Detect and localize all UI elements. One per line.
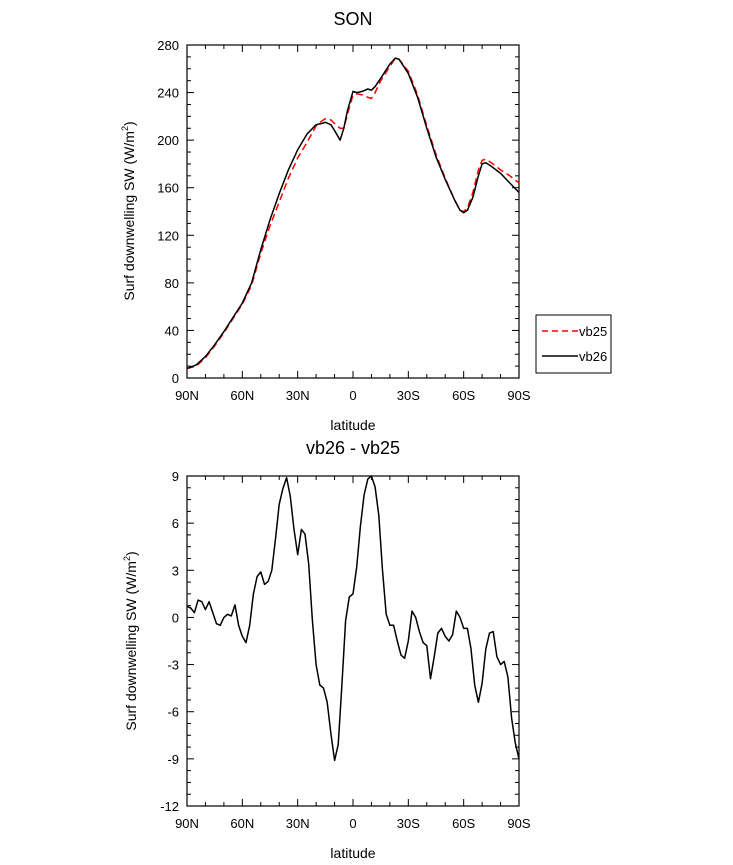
bottom-y-label-main: Surf downwelling SW (W/m — [123, 561, 139, 731]
bottom-x-tick-label: 30S — [397, 816, 420, 831]
top-y-tick-label: 160 — [157, 181, 179, 196]
top-y-tick-label: 240 — [157, 86, 179, 101]
legend: vb25 vb26 — [535, 314, 612, 374]
bottom-x-tick-label: 90N — [175, 816, 199, 831]
bottom-y-tick-label: 0 — [172, 610, 179, 625]
bottom-axes: 90N 60N 30N 0 30S 60S 90S -12 -9 -6 -3 0 3 6 9 — [160, 469, 531, 831]
top-series-line-vb26 — [186, 57, 520, 370]
top-series-line-vb25 — [186, 57, 520, 370]
top-y-tick-label: 120 — [157, 228, 179, 243]
top-chart-title: SON — [333, 9, 372, 29]
bottom-x-tick-label: 60S — [452, 816, 475, 831]
legend-box — [535, 314, 612, 374]
top-y-tick-label: 80 — [165, 276, 179, 291]
bottom-chart-title: vb26 - vb25 — [306, 438, 400, 458]
bottom-y-label-end: ) — [123, 551, 139, 556]
top-y-tick-label: 280 — [157, 38, 179, 53]
bottom-x-axis-label: latitude — [330, 845, 375, 861]
top-y-label-end: ) — [121, 121, 137, 126]
top-y-tick-label: 0 — [172, 371, 179, 386]
legend-label-vb25: vb25 — [579, 324, 607, 339]
bottom-y-tick-label: 9 — [172, 469, 179, 484]
bottom-y-tick-label: -6 — [167, 705, 179, 720]
legend-label-vb26: vb26 — [579, 349, 607, 364]
top-y-tick-label: 200 — [157, 133, 179, 148]
top-plot-frame — [186, 44, 520, 379]
top-y-label-main: Surf downwelling SW (W/m — [121, 131, 137, 301]
top-y-tick-label: 40 — [165, 323, 179, 338]
top-x-tick-label: 90N — [175, 388, 199, 403]
bottom-y-tick-label: -3 — [167, 658, 179, 673]
bottom-series-line-series-0 — [186, 475, 520, 762]
top-y-axis-label: Surf downwelling SW (W/m2) — [120, 121, 137, 300]
top-x-tick-label: 30S — [397, 388, 420, 403]
bottom-x-tick-label: 90S — [507, 816, 530, 831]
bottom-x-tick-label: 60N — [230, 816, 254, 831]
top-x-tick-label: 60N — [230, 388, 254, 403]
top-x-tick-label: 30N — [286, 388, 310, 403]
bottom-panel: vb26 - vb25 90N 60N 30N 0 30S 60S 90S -12 -9 -6 -3… — [122, 438, 531, 861]
top-panel: SON 90N 60N 30N 0 30S 60S 90S 0 40 80 120 160 200 240… — [120, 9, 612, 433]
top-series-lines — [186, 57, 520, 370]
bottom-y-tick-label: -9 — [167, 752, 179, 767]
bottom-y-tick-label: 6 — [172, 516, 179, 531]
bottom-y-axis-label: Surf downwelling SW (W/m2) — [122, 551, 139, 730]
top-x-tick-label: 0 — [349, 388, 356, 403]
top-axes: 90N 60N 30N 0 30S 60S 90S 0 40 80 120 160 200 240 280 — [157, 38, 531, 403]
bottom-x-tick-label: 0 — [349, 816, 356, 831]
bottom-series-lines — [186, 475, 520, 762]
bottom-y-label-sup: 2 — [122, 556, 132, 561]
bottom-x-tick-label: 30N — [286, 816, 310, 831]
top-x-axis-label: latitude — [330, 417, 375, 433]
bottom-y-tick-label: 3 — [172, 563, 179, 578]
top-x-tick-label: 60S — [452, 388, 475, 403]
bottom-y-tick-label: -12 — [160, 799, 179, 814]
top-x-tick-label: 90S — [507, 388, 530, 403]
top-y-label-sup: 2 — [120, 126, 130, 131]
